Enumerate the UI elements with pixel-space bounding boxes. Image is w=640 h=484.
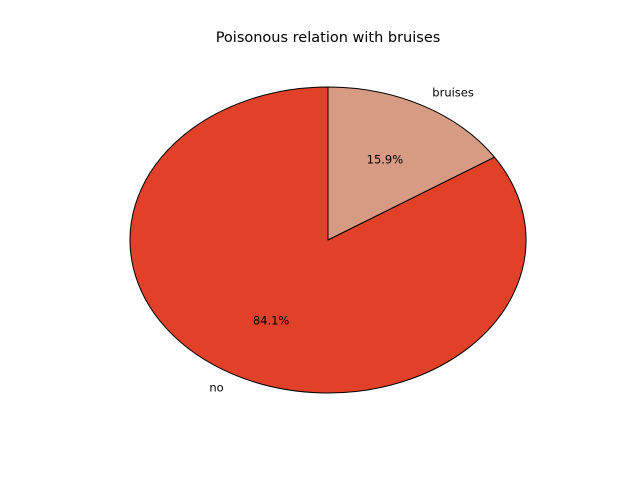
pie-slice-no — [129, 86, 527, 394]
pct-label-no: 84.1% — [253, 314, 290, 328]
pie-slices — [129, 86, 527, 394]
slice-label-bruises: bruises — [432, 85, 474, 99]
pie-slice-bruises — [327, 86, 496, 241]
pct-label-bruises: 15.9% — [367, 152, 404, 166]
pie-labels: bruises 15.9% no 84.1% — [209, 85, 474, 394]
slice-label-no: no — [209, 381, 223, 395]
chart-title: Poisonous relation with bruises — [216, 30, 441, 46]
